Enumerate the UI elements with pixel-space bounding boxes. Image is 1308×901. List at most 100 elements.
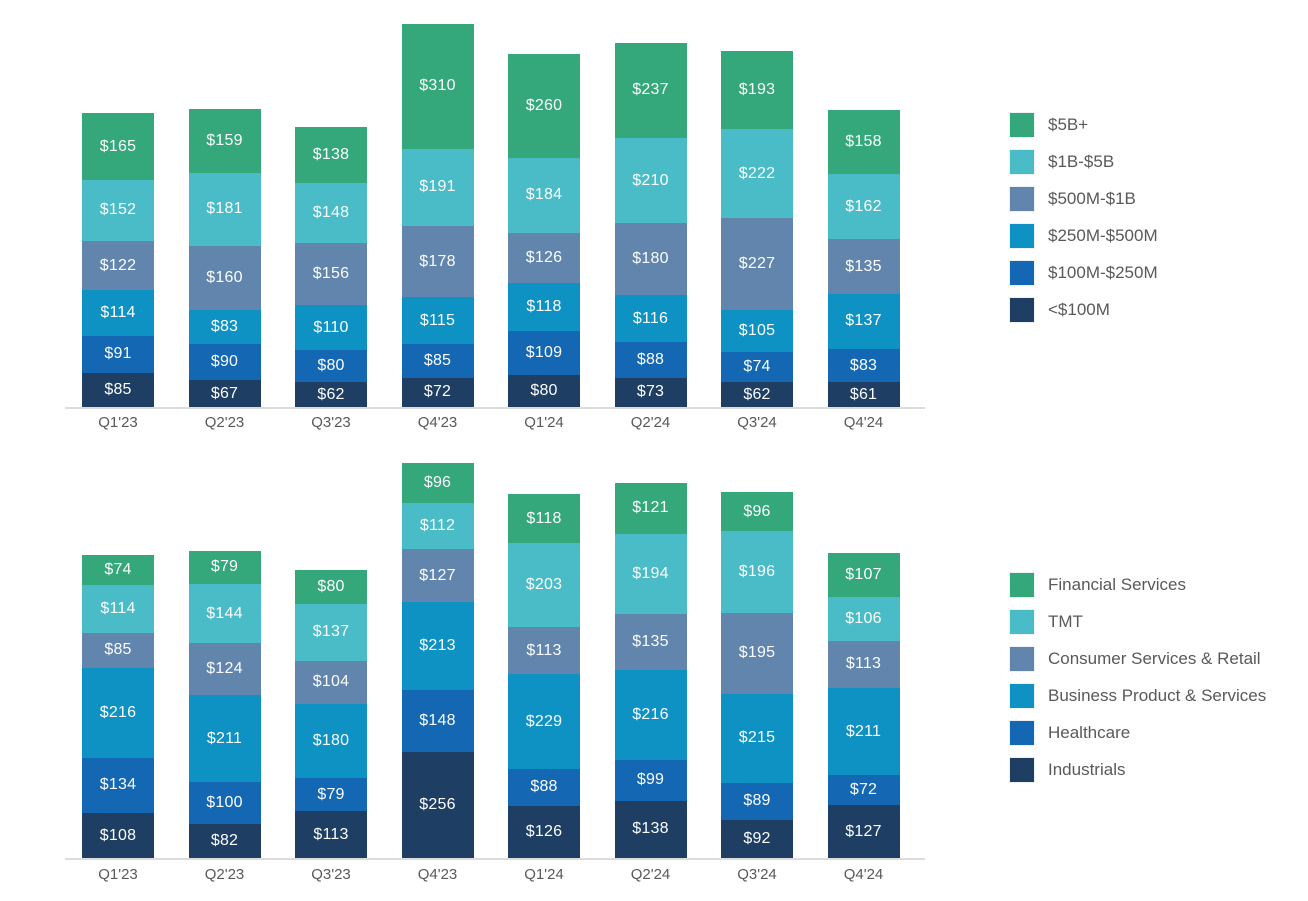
x-axis-label: Q3'24	[737, 414, 777, 431]
bar-segment: $109	[508, 330, 580, 375]
bar-segment: $80	[508, 374, 580, 407]
legend-item: Financial Services	[1010, 573, 1266, 597]
bar-segment: $62	[721, 382, 793, 407]
segment-value-label: $216	[99, 703, 137, 721]
bar-segment: $126	[508, 805, 580, 858]
stacked-bar-q2-23: $79 $144 $124 $211 $100 $82	[188, 550, 261, 858]
bar-segment: $180	[295, 703, 367, 779]
bar-segment: $260	[508, 53, 580, 159]
segment-value-label: $162	[845, 197, 882, 215]
stacked-bar-q4-23: $310 $191 $178 $115 $85 $72	[401, 23, 474, 407]
bar-segment: $72	[401, 377, 474, 407]
segment-value-label: $148	[419, 712, 456, 730]
segment-value-label: $256	[419, 795, 456, 813]
x-axis-label: Q1'23	[98, 414, 138, 431]
x-axis-label: Q2'23	[204, 866, 245, 883]
bar-segment: $61	[827, 382, 900, 407]
segment-value-label: $122	[99, 256, 137, 274]
segment-value-label: $62	[743, 385, 771, 403]
segment-value-label: $107	[845, 565, 882, 583]
bar-segment: $100	[188, 782, 261, 824]
x-axis-line-deal-size	[65, 407, 925, 409]
bar-segment: $80	[295, 570, 367, 604]
bar-segment: $67	[188, 380, 261, 407]
segment-value-label: $260	[525, 97, 563, 114]
legend-swatch-icon	[1010, 298, 1034, 322]
segment-value-label: $116	[632, 309, 669, 327]
segment-value-label: $90	[210, 352, 239, 370]
legend-swatch-icon	[1010, 261, 1034, 285]
legend-swatch-icon	[1010, 187, 1034, 211]
x-axis-label: Q3'24	[737, 866, 777, 883]
stacked-bar-q3-23: $80 $137 $104 $180 $79 $113	[295, 570, 367, 858]
legend-label: Financial Services	[1048, 575, 1186, 594]
segment-value-label: $158	[845, 133, 882, 151]
segment-value-label: $88	[530, 778, 558, 796]
segment-value-label: $152	[99, 201, 137, 219]
segment-value-label: $227	[738, 255, 776, 273]
segment-value-label: $159	[206, 131, 243, 149]
bar-segment: $90	[188, 343, 261, 380]
segment-value-label: $127	[845, 822, 882, 840]
legend-sector: Financial Services TMT Consumer Services &…	[1010, 573, 1266, 782]
bar-segment: $195	[721, 612, 793, 694]
segment-value-label: $79	[210, 558, 239, 576]
bar-segment: $85	[82, 632, 154, 668]
segment-value-label: $135	[632, 633, 669, 651]
segment-value-label: $104	[312, 673, 350, 691]
segment-value-label: $194	[632, 564, 669, 582]
bar-segment: $211	[188, 694, 261, 783]
segment-value-label: $114	[100, 304, 136, 322]
segment-value-label: $79	[317, 785, 345, 803]
bar-segment: $115	[401, 297, 474, 344]
segment-value-label: $105	[738, 322, 776, 340]
bar-segment: $134	[82, 757, 154, 814]
segment-value-label: $108	[99, 826, 137, 844]
bar-segment: $113	[295, 811, 367, 858]
bar-segment: $126	[508, 232, 580, 284]
bar-segment: $216	[614, 670, 687, 760]
legend-label: $250M-$500M	[1048, 226, 1158, 245]
segment-value-label: $222	[738, 164, 776, 182]
bar-segment: $79	[295, 778, 367, 812]
bar-segment: $73	[614, 377, 687, 407]
segment-value-label: $126	[525, 248, 563, 266]
legend-item: Industrials	[1010, 758, 1266, 782]
bar-segment: $160	[188, 245, 261, 311]
stacked-bar-q3-24: $96 $196 $195 $215 $89 $92	[721, 491, 793, 858]
segment-value-label: $118	[526, 298, 562, 316]
segment-value-label: $113	[845, 655, 882, 673]
segment-value-label: $72	[423, 383, 452, 401]
segment-value-label: $215	[738, 729, 776, 747]
x-axis-label: Q1'24	[524, 866, 564, 883]
segment-value-label: $85	[104, 641, 132, 659]
bar-segment: $138	[295, 127, 367, 183]
stacked-bar-q1-23: $165 $152 $122 $114 $91 $85	[82, 113, 154, 407]
segment-value-label: $83	[849, 356, 878, 374]
bar-segment: $112	[401, 502, 474, 550]
bar-segment: $137	[295, 603, 367, 661]
bar-segment: $122	[82, 241, 154, 291]
segment-value-label: $88	[636, 350, 665, 368]
bar-segment: $310	[401, 23, 474, 149]
legend-item: TMT	[1010, 610, 1266, 634]
segment-value-label: $99	[636, 771, 665, 789]
legend-label: Business Product & Services	[1048, 686, 1267, 705]
bar-segment: $62	[295, 382, 367, 407]
stacked-bar-q2-24: $121 $194 $135 $216 $99 $138	[614, 483, 687, 858]
bar-segment: $80	[295, 349, 367, 383]
legend-label: <$100M	[1048, 300, 1110, 319]
bar-segment: $88	[614, 342, 687, 378]
segment-value-label: $92	[743, 829, 771, 847]
bar-segment: $92	[721, 819, 793, 858]
bar-segment: $159	[188, 108, 261, 173]
segment-value-label: $191	[419, 178, 456, 196]
x-axis-label: Q4'24	[843, 866, 884, 883]
segment-value-label: $80	[317, 356, 345, 374]
segment-value-label: $165	[99, 137, 137, 155]
stacked-bar-q1-23: $74 $114 $85 $216 $134 $108	[82, 554, 154, 858]
segment-value-label: $184	[525, 186, 563, 204]
segment-value-label: $96	[423, 473, 452, 491]
bar-segment: $152	[82, 179, 154, 241]
